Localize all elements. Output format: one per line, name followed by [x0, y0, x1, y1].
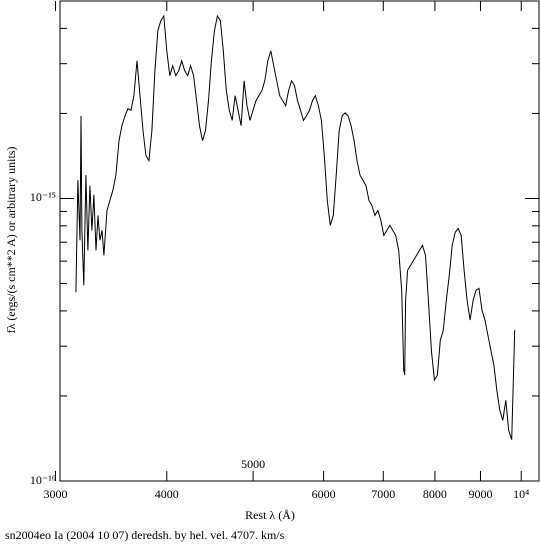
x-axis-label: Rest λ (Å) — [245, 508, 295, 522]
y-tick-label: 10⁻¹⁶ — [30, 473, 56, 487]
plot-frame — [59, 0, 540, 482]
y-axis-label: fλ (ergs/(s cm**2 A) or arbitrary units) — [4, 147, 18, 334]
x-tick-label: 3000 — [44, 487, 68, 501]
x-tick-label: 5000 — [241, 457, 265, 471]
x-tick-label: 9000 — [468, 487, 492, 501]
y-tick-label: 10⁻¹⁵ — [30, 190, 56, 204]
x-tick-label: 4000 — [155, 487, 179, 501]
chart-title: sn2004eo Ia (2004 10 07) deredsh. by hel… — [5, 528, 285, 542]
spectrum-line — [75, 14, 516, 440]
x-tick-label: 6000 — [312, 487, 336, 501]
x-tick-label: 10⁴ — [513, 487, 529, 501]
x-tick-label: 7000 — [371, 487, 395, 501]
x-tick-label: 8000 — [423, 487, 447, 501]
